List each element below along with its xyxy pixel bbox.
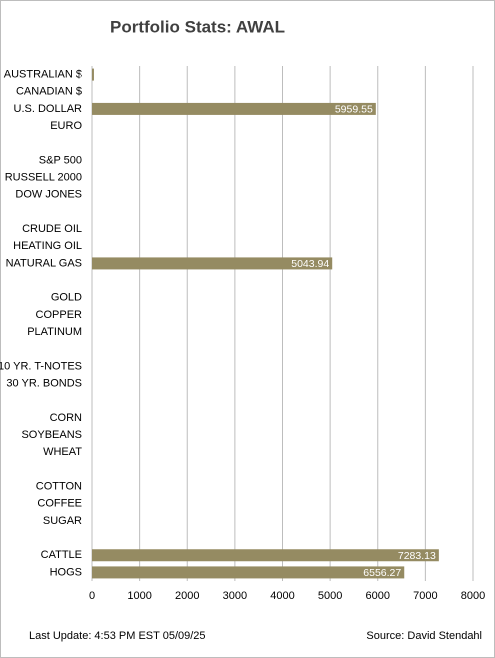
chart-title: Portfolio Stats: AWAL bbox=[110, 17, 285, 36]
bar bbox=[92, 549, 439, 562]
x-tick-label: 7000 bbox=[413, 590, 437, 602]
footer-right: Source: David Stendahl bbox=[366, 630, 482, 642]
bar bbox=[92, 68, 94, 81]
y-tick-label: WHEAT bbox=[43, 446, 82, 458]
x-tick-label: 1000 bbox=[127, 590, 151, 602]
y-tick-label: SUGAR bbox=[43, 515, 82, 527]
value-label: 41 bbox=[79, 69, 91, 81]
y-tick-label: DOW JONES bbox=[15, 189, 82, 201]
y-tick-label: RUSSELL 2000 bbox=[5, 171, 82, 183]
y-tick-label: EURO bbox=[50, 120, 82, 132]
x-tick-label: 3000 bbox=[223, 590, 247, 602]
value-label: 5043.94 bbox=[291, 258, 329, 270]
x-tick-label: 4000 bbox=[270, 590, 294, 602]
y-tick-label: 10 YR. T-NOTES bbox=[0, 360, 82, 372]
y-tick-label: NATURAL GAS bbox=[6, 257, 82, 269]
y-tick-label: COFFEE bbox=[37, 498, 82, 510]
y-tick-label: COPPER bbox=[36, 309, 83, 321]
x-tick-label: 0 bbox=[89, 590, 95, 602]
y-tick-label: HOGS bbox=[50, 566, 82, 578]
bar bbox=[92, 257, 333, 270]
y-tick-label: 30 YR. BONDS bbox=[6, 377, 82, 389]
y-tick-label: AUSTRALIAN $ bbox=[4, 68, 82, 80]
bar bbox=[92, 566, 405, 579]
value-label: 7283.13 bbox=[398, 550, 436, 562]
x-tick-label: 2000 bbox=[175, 590, 199, 602]
footer-left: Last Update: 4:53 PM EST 05/09/25 bbox=[29, 630, 206, 642]
y-tick-label: CRUDE OIL bbox=[22, 223, 82, 235]
y-tick-label: S&P 500 bbox=[39, 154, 82, 166]
y-tick-label: GOLD bbox=[51, 292, 82, 304]
x-tick-label: 8000 bbox=[461, 590, 485, 602]
y-tick-label: CANADIAN $ bbox=[16, 86, 82, 98]
bar bbox=[92, 102, 376, 115]
value-label: 6556.27 bbox=[363, 567, 401, 579]
y-tick-label: COTTON bbox=[36, 480, 82, 492]
y-tick-label: CATTLE bbox=[41, 549, 82, 561]
y-tick-label: HEATING OIL bbox=[13, 240, 82, 252]
x-tick-label: 6000 bbox=[366, 590, 390, 602]
y-tick-label: CORN bbox=[50, 412, 82, 424]
x-tick-label: 5000 bbox=[318, 590, 342, 602]
y-tick-label: SOYBEANS bbox=[21, 429, 82, 441]
y-tick-label: U.S. DOLLAR bbox=[14, 103, 83, 115]
y-tick-label: PLATINUM bbox=[27, 326, 82, 338]
value-label: 5959.55 bbox=[335, 104, 373, 116]
